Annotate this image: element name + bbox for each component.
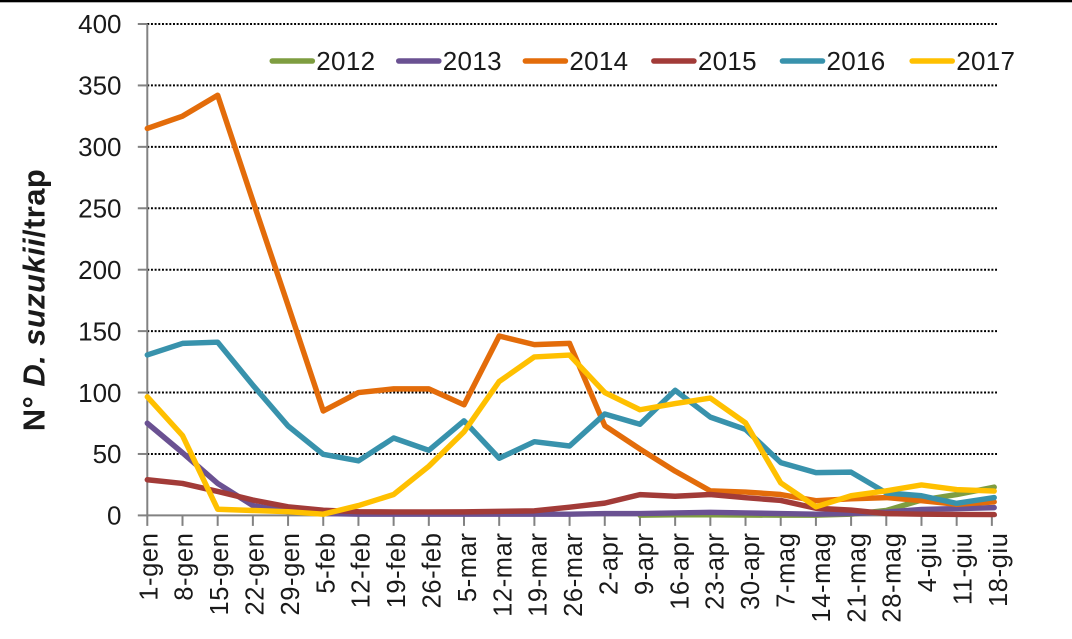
svg-text:4-giu: 4-giu [914,533,942,593]
svg-text:28-mag: 28-mag [879,533,907,623]
svg-text:2014: 2014 [569,46,628,76]
svg-text:22-gen: 22-gen [242,533,270,616]
svg-text:N° D. suzukii/trap: N° D. suzukii/trap [17,169,52,432]
svg-text:2016: 2016 [827,46,886,76]
svg-text:100: 100 [78,378,121,408]
svg-text:15-gen: 15-gen [206,533,234,616]
svg-text:0: 0 [107,501,121,531]
svg-text:26-feb: 26-feb [419,533,447,609]
svg-text:150: 150 [78,316,121,346]
svg-text:50: 50 [93,439,122,469]
svg-text:14-mag: 14-mag [808,533,836,623]
svg-text:1-gen: 1-gen [135,533,163,601]
svg-text:350: 350 [78,71,121,101]
svg-text:11-giu: 11-giu [950,533,978,606]
svg-text:26-mar: 26-mar [560,533,588,617]
svg-text:2012: 2012 [316,46,375,76]
svg-text:2013: 2013 [443,46,502,76]
svg-text:2017: 2017 [956,46,1015,76]
svg-text:16-apr: 16-apr [666,533,694,610]
svg-text:2-apr: 2-apr [596,533,624,596]
svg-text:400: 400 [78,9,121,39]
svg-text:12-feb: 12-feb [348,533,376,609]
svg-text:200: 200 [78,255,121,285]
svg-text:19-feb: 19-feb [383,533,411,609]
svg-text:23-apr: 23-apr [702,533,730,610]
svg-text:5-mar: 5-mar [454,533,482,603]
svg-text:18-giu: 18-giu [985,533,1013,608]
svg-text:21-mag: 21-mag [843,533,871,623]
svg-text:30-apr: 30-apr [737,533,765,610]
svg-text:12-mar: 12-mar [489,533,517,617]
svg-text:9-apr: 9-apr [631,533,659,596]
svg-text:19-mar: 19-mar [525,533,553,617]
svg-text:5-feb: 5-feb [312,533,340,594]
svg-text:29-gen: 29-gen [277,533,305,616]
svg-text:2015: 2015 [698,46,757,76]
svg-text:8-gen: 8-gen [171,533,199,601]
svg-text:7-mag: 7-mag [773,533,801,608]
svg-text:300: 300 [78,132,121,162]
svg-text:250: 250 [78,193,121,223]
